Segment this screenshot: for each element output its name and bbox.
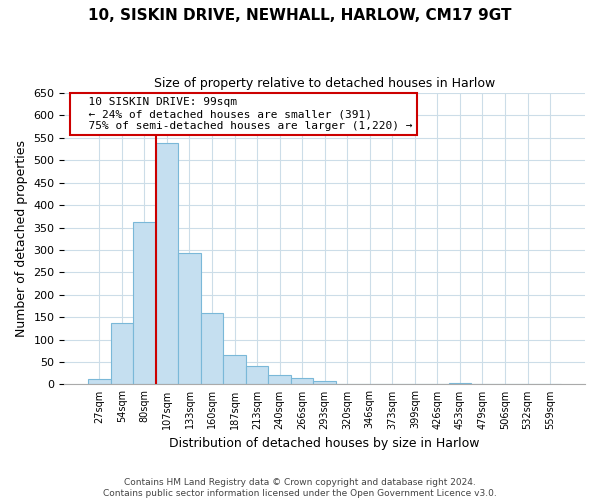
X-axis label: Distribution of detached houses by size in Harlow: Distribution of detached houses by size … bbox=[169, 437, 480, 450]
Bar bbox=[133, 222, 155, 384]
Bar bbox=[291, 378, 313, 384]
Bar bbox=[223, 355, 246, 384]
Text: 10 SISKIN DRIVE: 99sqm
  ← 24% of detached houses are smaller (391)
  75% of sem: 10 SISKIN DRIVE: 99sqm ← 24% of detached… bbox=[75, 98, 412, 130]
Bar bbox=[155, 144, 178, 384]
Text: 10, SISKIN DRIVE, NEWHALL, HARLOW, CM17 9GT: 10, SISKIN DRIVE, NEWHALL, HARLOW, CM17 … bbox=[88, 8, 512, 22]
Bar bbox=[268, 374, 291, 384]
Bar bbox=[246, 366, 268, 384]
Bar bbox=[110, 323, 133, 384]
Bar bbox=[88, 379, 110, 384]
Bar bbox=[178, 252, 201, 384]
Y-axis label: Number of detached properties: Number of detached properties bbox=[15, 140, 28, 337]
Bar bbox=[313, 381, 336, 384]
Text: Contains HM Land Registry data © Crown copyright and database right 2024.
Contai: Contains HM Land Registry data © Crown c… bbox=[103, 478, 497, 498]
Title: Size of property relative to detached houses in Harlow: Size of property relative to detached ho… bbox=[154, 78, 496, 90]
Bar bbox=[201, 312, 223, 384]
Bar bbox=[449, 383, 471, 384]
